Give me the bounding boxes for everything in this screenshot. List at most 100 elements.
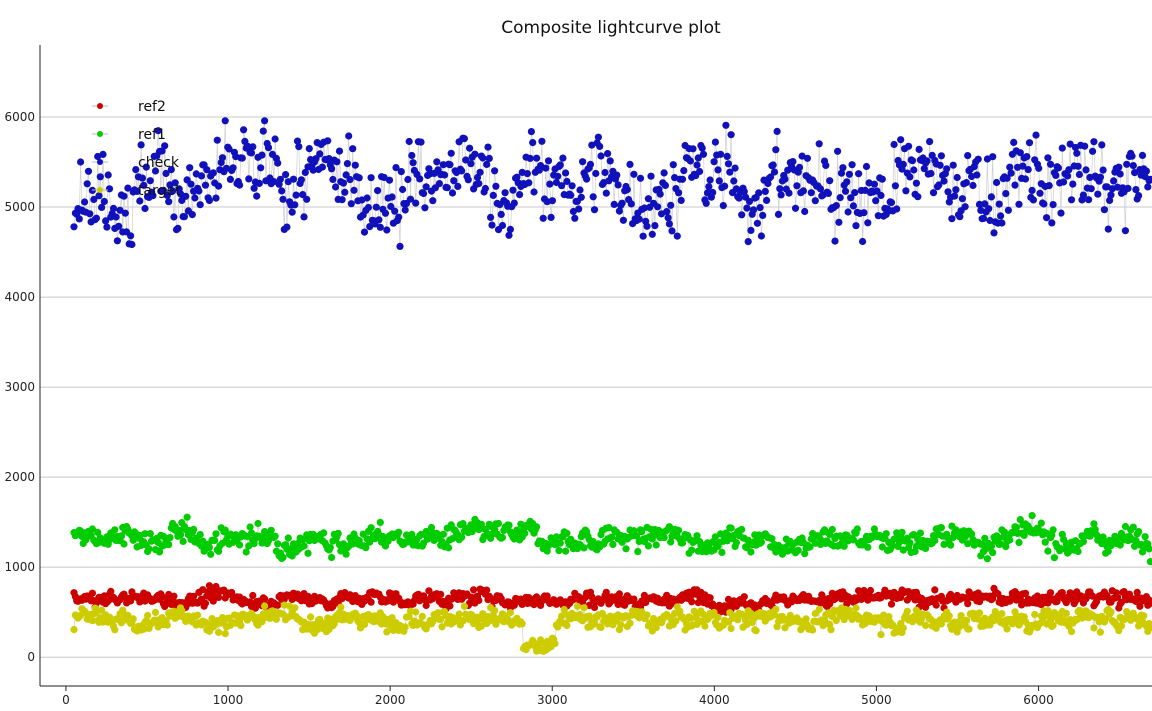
data-point-target: [124, 611, 132, 619]
data-point-ref1: [284, 534, 292, 542]
data-point-check: [195, 187, 203, 195]
data-point-check: [92, 214, 100, 222]
data-point-check: [615, 207, 624, 215]
data-point-check: [769, 161, 777, 169]
data-point-check: [140, 181, 148, 189]
data-point-ref1: [638, 528, 646, 536]
data-point-check: [958, 195, 967, 203]
data-point-target: [237, 622, 245, 630]
data-point-target: [194, 611, 202, 619]
data-point-check: [1124, 184, 1132, 192]
data-point-ref1: [931, 536, 939, 545]
data-point-ref1: [342, 550, 350, 558]
data-point-ref1: [968, 530, 976, 538]
data-point-ref1: [738, 525, 746, 534]
data-point-check: [360, 228, 369, 236]
data-point-target: [388, 614, 396, 622]
data-point-check: [439, 161, 447, 169]
data-point-check: [1116, 170, 1124, 178]
data-point-check: [312, 155, 320, 163]
data-point-ref1: [983, 555, 992, 563]
data-point-ref1: [395, 528, 403, 536]
data-point-ref2: [470, 586, 478, 594]
data-point-target: [491, 606, 499, 615]
data-point-check: [647, 172, 655, 180]
data-point-check: [626, 160, 634, 168]
data-point-check: [120, 192, 128, 200]
data-point-target: [597, 623, 605, 632]
data-point-check: [706, 176, 714, 184]
data-point-ref2: [201, 599, 210, 607]
data-point-check: [694, 154, 702, 162]
data-point-check: [374, 187, 382, 195]
data-point-check: [563, 177, 571, 185]
data-point-check: [680, 167, 688, 175]
data-point-ref1: [794, 546, 802, 554]
data-point-check: [99, 150, 107, 158]
data-point-check: [556, 161, 564, 169]
data-point-check: [533, 154, 541, 162]
data-point-target: [948, 625, 956, 633]
data-point-check: [601, 168, 609, 177]
data-point-check: [702, 199, 710, 207]
data-point-ref1: [1135, 528, 1143, 536]
data-point-check: [391, 207, 399, 215]
data-point-target: [576, 611, 584, 619]
data-point-check: [554, 172, 562, 180]
data-point-ref1: [166, 534, 174, 542]
data-point-check: [527, 128, 536, 136]
data-point-check: [401, 206, 409, 214]
data-point-check: [613, 171, 621, 179]
data-point-check: [309, 166, 317, 174]
data-point-check: [124, 184, 132, 192]
data-point-target: [809, 626, 817, 634]
legend-label-target: target: [138, 183, 181, 199]
data-point-check: [1057, 209, 1065, 217]
data-point-check: [944, 188, 952, 196]
data-point-ref1: [1116, 541, 1124, 549]
data-point-check: [793, 182, 801, 190]
data-point-ref1: [521, 529, 529, 537]
data-point-check: [167, 166, 175, 174]
data-point-check: [1082, 166, 1090, 174]
data-point-ref1: [632, 532, 641, 540]
data-point-check: [1144, 183, 1152, 191]
data-point-check: [623, 186, 631, 194]
data-point-ref1: [898, 528, 906, 536]
data-point-check: [510, 199, 518, 207]
data-point-ref2: [261, 595, 269, 603]
data-point-ref1: [505, 521, 513, 529]
data-point-check: [1046, 160, 1055, 168]
data-point-check: [635, 215, 643, 223]
data-point-target: [686, 614, 695, 622]
data-point-check: [735, 194, 743, 202]
data-point-check: [874, 212, 882, 220]
data-point-check: [375, 216, 383, 224]
data-point-check: [993, 178, 1001, 187]
data-point-check: [274, 159, 282, 167]
data-point-check: [392, 164, 400, 172]
data-point-ref1: [179, 537, 187, 546]
data-point-ref1: [271, 532, 279, 540]
data-point-check: [696, 167, 704, 176]
data-point-check: [837, 169, 846, 177]
data-point-check: [264, 144, 273, 152]
data-point-check: [1113, 183, 1122, 191]
data-point-target: [1140, 612, 1148, 620]
data-point-check: [678, 175, 687, 183]
data-point-ref1: [176, 531, 185, 539]
data-point-check: [259, 127, 267, 135]
data-point-check: [485, 154, 493, 162]
data-point-check: [689, 145, 697, 153]
data-point-ref1: [362, 544, 370, 552]
data-point-check: [897, 136, 905, 144]
data-point-check: [249, 143, 257, 151]
data-point-check: [890, 140, 898, 149]
data-point-check: [987, 193, 996, 201]
data-point-target: [563, 621, 571, 630]
data-point-check: [341, 188, 349, 196]
data-point-check: [1011, 181, 1019, 189]
data-point-ref1: [693, 532, 701, 540]
data-point-check: [1107, 191, 1115, 199]
data-point-check: [639, 232, 647, 240]
